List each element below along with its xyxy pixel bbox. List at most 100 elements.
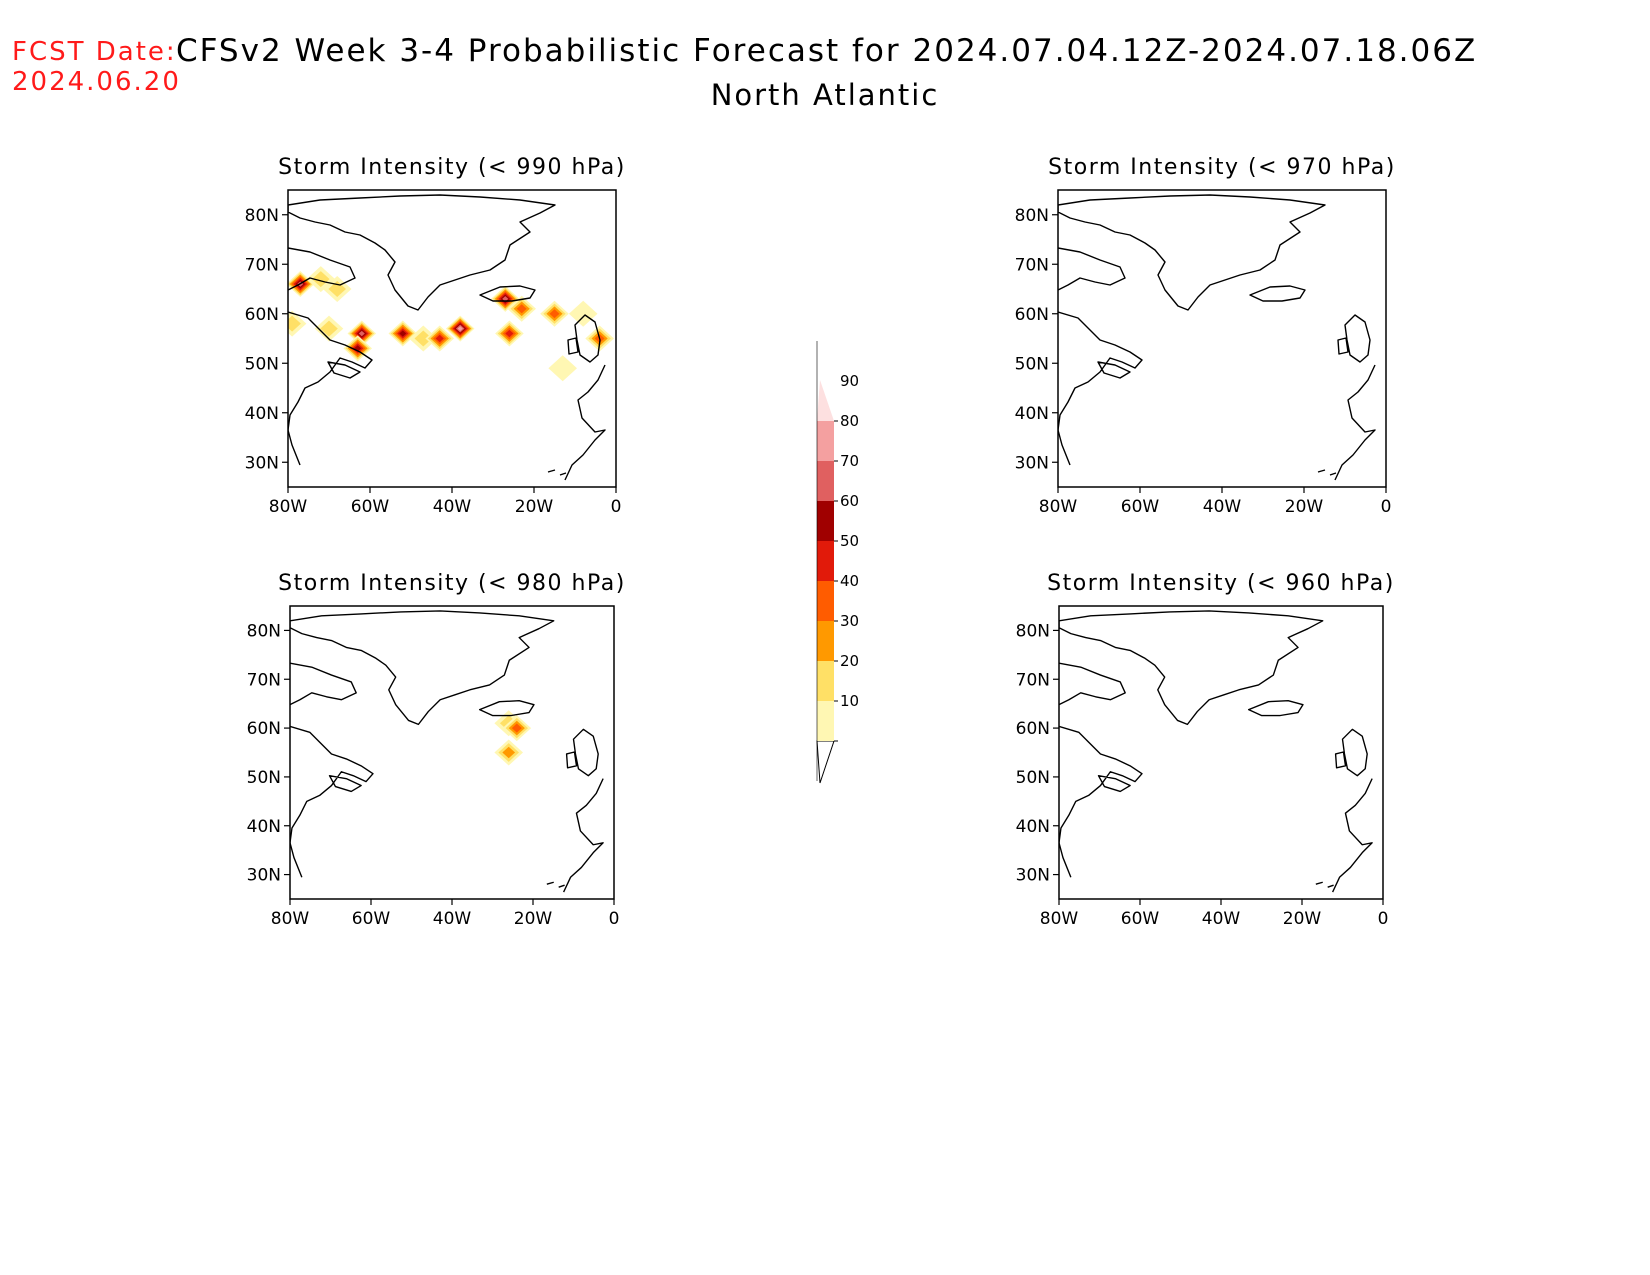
lon-tick-label: 20W (515, 497, 554, 517)
lon-tick-label: 80W (269, 497, 308, 517)
lon-tick-label: 40W (433, 497, 472, 517)
panel-title: Storm Intensity (< 970 hPa) (1048, 155, 1396, 180)
probability-cell (548, 355, 577, 382)
probability-cell (505, 329, 514, 338)
map-panel-1: Storm Intensity (< 990 hPa) 80N 70N 60N 50N 4… (245, 155, 626, 517)
panel-title: Storm Intensity (< 960 hPa) (1047, 571, 1395, 596)
lat-tick-label: 40N (1016, 817, 1050, 837)
colorbar-segment (817, 501, 834, 541)
panel-title: Storm Intensity (< 990 hPa) (278, 155, 626, 180)
colorbar-segment (817, 701, 834, 741)
lat-tick-label: 30N (1015, 453, 1049, 473)
probability-cell (312, 271, 330, 288)
lat-tick-label: 70N (247, 670, 281, 690)
lon-tick-label: 60W (1121, 909, 1160, 929)
lat-tick-label: 30N (247, 866, 281, 886)
colorbar-segment (817, 661, 834, 701)
lon-tick-label: 80W (271, 909, 310, 929)
colorbar-label: 10 (840, 692, 859, 710)
colorbar-label: 60 (840, 492, 859, 510)
probability-cell (516, 304, 527, 314)
colorbar-segment (817, 421, 834, 461)
lat-tick-label: 50N (1016, 768, 1050, 788)
colorbar-segment (817, 541, 834, 581)
probability-cell (502, 746, 516, 759)
lon-tick-label: 20W (1283, 909, 1322, 929)
coastline (1058, 194, 1376, 481)
lat-tick-label: 80N (245, 206, 279, 226)
map-frame (1057, 189, 1387, 488)
colorbar-label: 50 (840, 532, 859, 550)
probability-cell (320, 320, 338, 337)
lat-tick-label: 70N (245, 255, 279, 275)
colorbar-segment (817, 380, 834, 421)
lon-tick-label: 20W (514, 909, 553, 929)
lon-tick-label: 80W (1039, 497, 1078, 517)
colorbar-tail (816, 740, 835, 784)
colorbar-segment (817, 581, 834, 621)
colorbar-segment (817, 621, 834, 661)
lat-tick-label: 30N (245, 453, 279, 473)
colorbar-segment (817, 461, 834, 501)
map-frame (1058, 605, 1384, 900)
lon-tick-label: 60W (1121, 497, 1160, 517)
lat-tick-label: 70N (1015, 255, 1049, 275)
colorbar: 10 20 30 40 50 60 70 80 90 (816, 341, 859, 784)
probability-cell (549, 309, 560, 319)
colorbar-label: 40 (840, 572, 859, 590)
map-panel-4: Storm Intensity (< 960 hPa) 80N 70N 60N 50N 4… (1016, 571, 1395, 929)
lat-tick-label: 60N (247, 719, 281, 739)
lon-tick-label: 0 (1381, 497, 1392, 517)
lon-tick-label: 40W (1202, 909, 1241, 929)
probability-cell (354, 345, 362, 352)
probability-cell (457, 326, 463, 332)
map-panel-2: Storm Intensity (< 970 hPa) 80N 70N 60N 50N 4… (1015, 155, 1396, 517)
panel-title: Storm Intensity (< 980 hPa) (278, 571, 626, 596)
lat-tick-label: 70N (1016, 670, 1050, 690)
lat-tick-label: 80N (247, 621, 281, 641)
colorbar-label: 80 (840, 412, 859, 430)
region-title: North Atlantic (710, 78, 940, 112)
lon-tick-label: 0 (609, 909, 620, 929)
lat-tick-label: 60N (245, 305, 279, 325)
lat-tick-label: 50N (1015, 354, 1049, 374)
lat-tick-label: 60N (1015, 305, 1049, 325)
probability-cell (414, 330, 433, 347)
map-frame (289, 605, 615, 900)
lat-tick-label: 40N (245, 404, 279, 424)
fcst-date-label: FCST Date: (12, 37, 177, 67)
lat-tick-label: 80N (1015, 206, 1049, 226)
colorbar-label: 30 (840, 612, 859, 630)
lon-tick-label: 60W (351, 497, 390, 517)
colorbar-label: 90 (840, 372, 859, 390)
lat-tick-label: 50N (245, 354, 279, 374)
probability-cell (435, 334, 444, 343)
coastline (1059, 610, 1373, 893)
colorbar-label: 20 (840, 652, 859, 670)
lon-tick-label: 80W (1040, 909, 1079, 929)
lon-tick-label: 40W (433, 909, 472, 929)
lat-tick-label: 50N (247, 768, 281, 788)
lon-tick-label: 60W (352, 909, 391, 929)
lon-tick-label: 40W (1203, 497, 1242, 517)
coastline (290, 610, 604, 893)
lat-tick-label: 40N (1015, 404, 1049, 424)
map-panel-3: Storm Intensity (< 980 hPa) 80N 70N 60N 50N 4… (247, 571, 626, 929)
lon-tick-label: 0 (1378, 909, 1389, 929)
probability-cell (502, 296, 509, 302)
fcst-date-value: 2024.06.20 (12, 67, 181, 97)
lat-tick-label: 60N (1016, 719, 1050, 739)
lon-tick-label: 0 (611, 497, 622, 517)
probability-cell (511, 723, 522, 733)
colorbar-label: 70 (840, 452, 859, 470)
lat-tick-label: 40N (247, 817, 281, 837)
probability-cell (399, 330, 407, 337)
lon-tick-label: 20W (1285, 497, 1324, 517)
probability-cell (568, 300, 598, 327)
probability-cell (358, 330, 365, 337)
figure-title: CFSv2 Week 3-4 Probabilistic Forecast fo… (176, 33, 1478, 69)
lat-tick-label: 80N (1016, 621, 1050, 641)
lat-tick-label: 30N (1016, 866, 1050, 886)
probability-cell (288, 315, 301, 332)
